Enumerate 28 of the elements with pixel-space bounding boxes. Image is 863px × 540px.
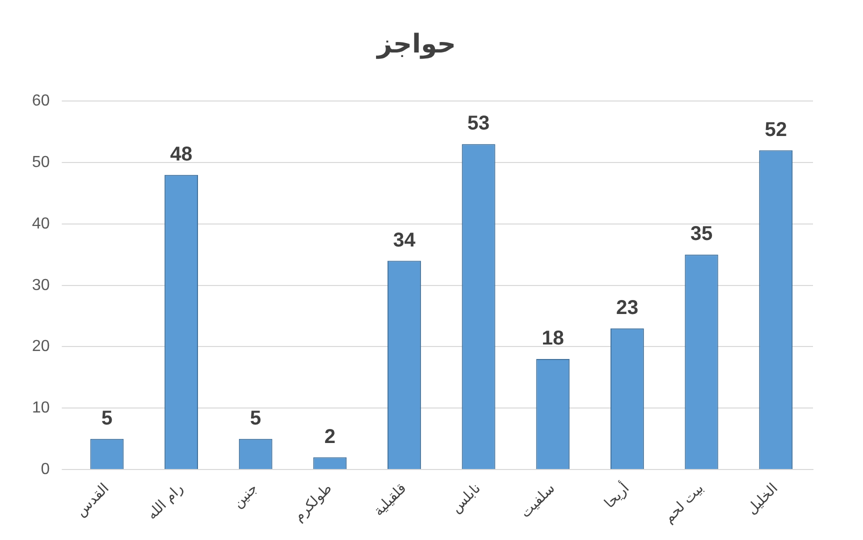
chart-title: حواجز xyxy=(375,29,456,60)
y-tick-label: 10 xyxy=(32,400,50,417)
data-label: 23 xyxy=(616,296,638,319)
data-label: 18 xyxy=(542,328,564,350)
data-label: 48 xyxy=(170,143,192,166)
x-tick-label: الخليل xyxy=(744,480,782,518)
x-tick-label: قلقيلية xyxy=(370,480,410,520)
x-tick-label: جنين xyxy=(230,480,261,512)
y-tick-label: 30 xyxy=(32,276,50,294)
x-tick-label: أريحا xyxy=(600,479,633,512)
data-label: 34 xyxy=(393,229,416,252)
y-tick-label: 40 xyxy=(32,215,50,232)
y-tick-label: 20 xyxy=(32,338,50,356)
data-label: 5 xyxy=(250,407,262,430)
x-tick-label: سلفيت xyxy=(518,480,558,522)
data-label: 5 xyxy=(101,407,113,430)
y-tick-label: 0 xyxy=(40,460,50,478)
y-tick-label: 50 xyxy=(32,154,50,171)
x-tick-label: رام الله xyxy=(144,480,187,524)
data-label: 2 xyxy=(324,426,336,448)
data-label: 52 xyxy=(764,118,787,141)
x-tick-label: القدس xyxy=(72,480,112,520)
x-tick-label: نابلس xyxy=(448,480,484,516)
x-tick-label: بيت لحم xyxy=(660,480,707,526)
data-label: 35 xyxy=(690,223,713,246)
y-tick-label: 60 xyxy=(32,92,50,110)
data-label: 53 xyxy=(467,112,490,135)
x-tick-label: طولكرم xyxy=(290,480,336,525)
